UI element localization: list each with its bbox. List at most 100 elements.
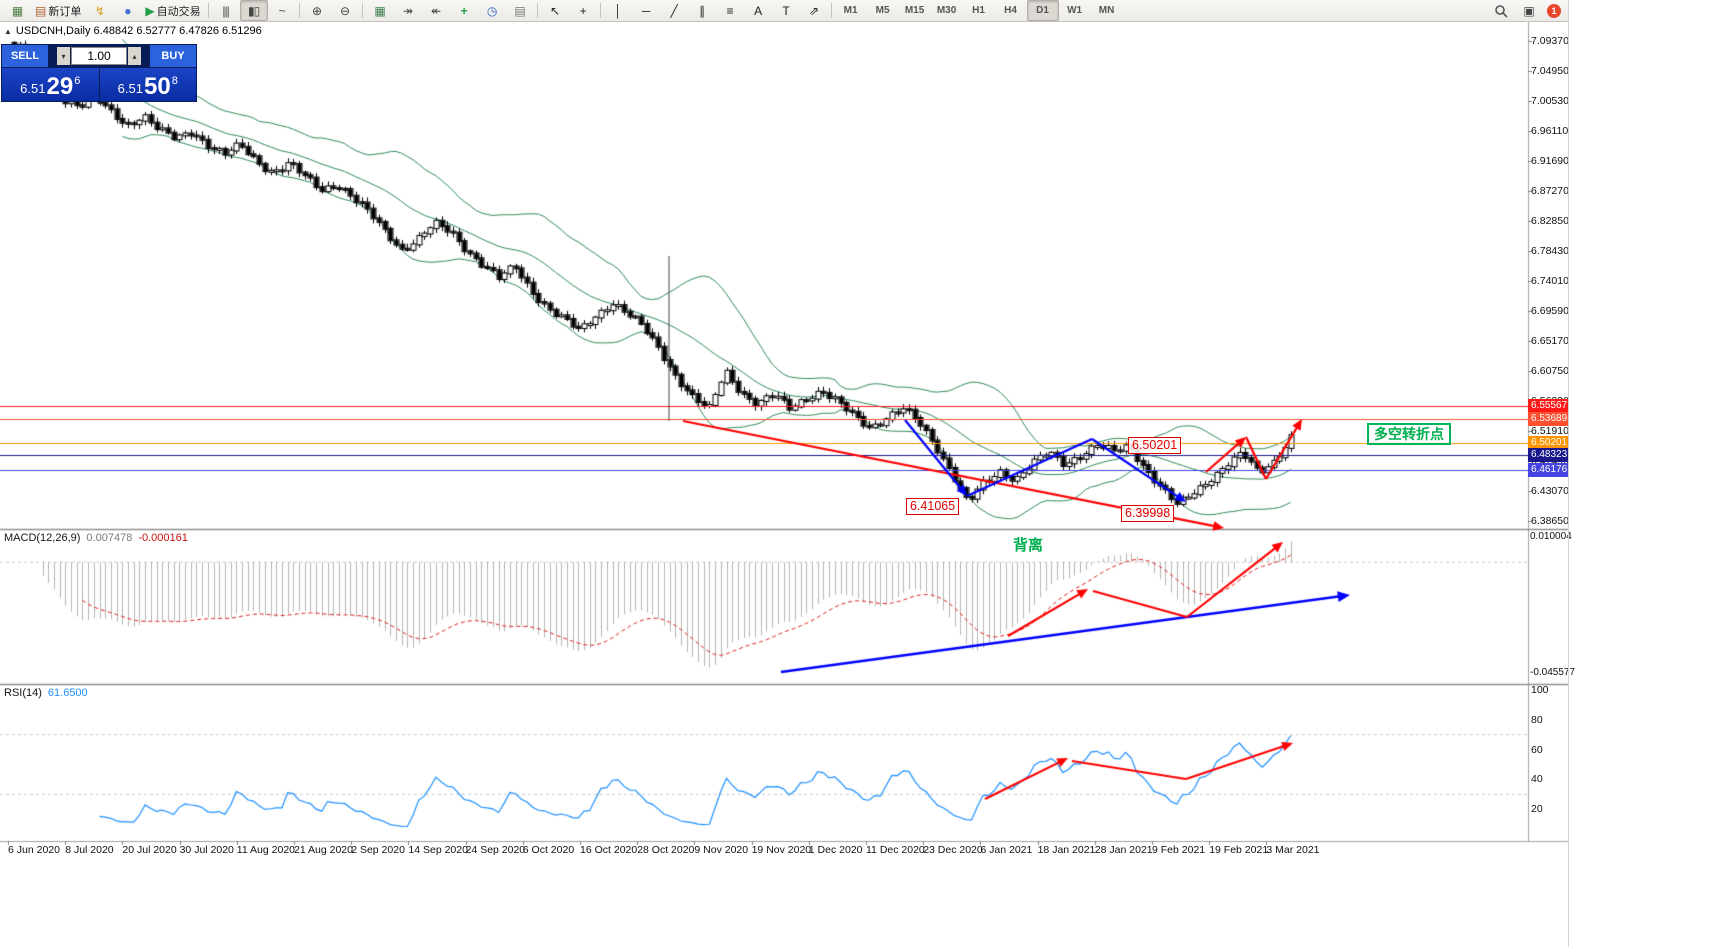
alerts-icon[interactable]: ↯ xyxy=(85,0,113,21)
trendline-button-glyph: ╱ xyxy=(670,3,677,18)
new-order-button[interactable]: ▤ 新订单 xyxy=(31,0,85,21)
timeframe-m15[interactable]: M15 xyxy=(904,5,925,16)
trade-panel-price-row: 6.51 29 6 6.51 50 8 xyxy=(2,68,196,101)
timeframe-d1[interactable]: D1 xyxy=(1026,0,1059,21)
price-axis-label: 6.43070 xyxy=(1531,485,1569,497)
rsi-name: RSI(14) xyxy=(4,687,42,699)
timeframe-m30[interactable]: M30 xyxy=(936,5,957,16)
crosshair-button[interactable]: + xyxy=(569,0,597,21)
date-axis-label: 23 Dec 2020 xyxy=(923,844,983,856)
macd-signal-value: -0.000161 xyxy=(138,532,188,544)
cursor-button[interactable]: ↖ xyxy=(541,0,569,21)
price-callout[interactable]: 6.41065 xyxy=(906,498,960,515)
timeframe-m5[interactable]: M5 xyxy=(875,5,890,16)
line-chart-button[interactable]: ~ xyxy=(268,0,296,21)
macd-axis-min: -0.045577 xyxy=(1530,667,1576,678)
symbol-ohlc-text: USDCNH,Daily 6.48842 6.52777 6.47826 6.5… xyxy=(15,25,262,37)
price-line-tag: 6.50201 xyxy=(1528,435,1568,450)
toolbar-button-group: ▦ ▤ 新订单 ↯ ● ▶ 自动交易 ||| ▮▯ ~ ⊕ ⊖ ▦ ↠ ↞ + ◷ ▤ ↖ + │ ─ ╱ ∥ ≡ A T ⇗ xyxy=(3,0,835,21)
buy-button[interactable]: BUY xyxy=(150,45,196,67)
ask-price[interactable]: 6.51 50 8 xyxy=(99,68,196,101)
date-axis-label: 6 Oct 2020 xyxy=(522,844,575,856)
price-axis-label: 6.82850 xyxy=(1531,215,1569,227)
price-axis-label: 6.87270 xyxy=(1531,185,1569,198)
price-callout[interactable]: 6.50201 xyxy=(1128,437,1182,454)
rsi-axis-label: 40 xyxy=(1531,773,1543,786)
autotrading-button-label: 自动交易 xyxy=(156,5,201,18)
price-axis-label: 6.74010 xyxy=(1531,275,1569,287)
macd-axis-max: 0.010004 xyxy=(1530,531,1572,542)
toolbar-separator xyxy=(207,3,209,18)
text-button[interactable]: A xyxy=(744,0,772,21)
date-axis-label: 6 Jan 2021 xyxy=(980,844,1033,856)
price-axis-label: 6.65170 xyxy=(1531,335,1569,347)
date-axis-label: 9 Feb 2021 xyxy=(1152,844,1206,856)
search-icon[interactable] xyxy=(1487,0,1515,21)
panel-separator-macd[interactable] xyxy=(0,527,1568,532)
timeframe-m1[interactable]: M1 xyxy=(843,5,858,16)
periods-button[interactable]: ◷ xyxy=(478,0,506,21)
ask-pipette: 8 xyxy=(171,75,178,87)
price-axis-label: 6.78430 xyxy=(1531,245,1569,257)
trendline-button[interactable]: ╱ xyxy=(660,0,688,21)
horizontal-line-button[interactable]: ─ xyxy=(632,0,660,21)
shapes-button[interactable]: ⇗ xyxy=(800,0,828,21)
timeframe-h1[interactable]: H1 xyxy=(972,5,985,16)
toolbar-right-group: ▣ 1 xyxy=(1487,0,1565,21)
timeframe-group: M1 M5 M15 M30 H1 H4 D1 W1 MN xyxy=(835,0,1123,21)
timeframe-mn[interactable]: MN xyxy=(1098,5,1115,16)
indicators-button[interactable]: + xyxy=(450,0,478,21)
zoom-in-button-glyph: ⊕ xyxy=(312,3,322,18)
volume-increment-button[interactable]: ▴ xyxy=(128,47,141,65)
auto-scroll-button[interactable]: ↠ xyxy=(394,0,422,21)
fibonacci-button-glyph: ≡ xyxy=(726,3,734,18)
price-line-tag: 6.46176 xyxy=(1528,462,1568,477)
zoom-in-button[interactable]: ⊕ xyxy=(303,0,331,21)
crosshair-button-glyph: + xyxy=(579,3,587,18)
date-axis-label: 19 Nov 2020 xyxy=(751,844,812,856)
volume-input[interactable] xyxy=(71,47,127,65)
sell-button[interactable]: SELL xyxy=(2,45,48,67)
line-chart-button-glyph: ~ xyxy=(278,3,286,18)
price-axis-label: 6.60750 xyxy=(1531,365,1569,377)
new-chart-button[interactable]: ▦ xyxy=(3,0,31,21)
panel-separator-rsi[interactable] xyxy=(0,682,1568,687)
tile-windows-button-glyph: ▦ xyxy=(374,3,385,18)
date-axis-label: 11 Dec 2020 xyxy=(866,844,925,856)
candles-chart-button[interactable]: ▮▯ xyxy=(239,0,268,21)
timeframe-w1[interactable]: W1 xyxy=(1067,5,1083,16)
cursor-button-glyph: ↖ xyxy=(550,3,560,18)
new-chart-button-glyph: ▦ xyxy=(11,3,23,18)
price-callout[interactable]: 6.39998 xyxy=(1121,505,1175,522)
chart-shift-button[interactable]: ↞ xyxy=(422,0,450,21)
label-button[interactable]: T xyxy=(772,0,800,21)
date-axis-label: 2 Sep 2020 xyxy=(351,844,405,856)
templates-button[interactable]: ▤ xyxy=(506,0,534,21)
volume-decrement-button[interactable]: ▾ xyxy=(57,47,70,65)
fibonacci-button[interactable]: ≡ xyxy=(716,0,744,21)
date-axis-label: 19 Feb 2021 xyxy=(1209,844,1269,856)
price-line-tag: 6.53689 xyxy=(1528,411,1568,426)
notification-badge[interactable]: 1 xyxy=(1547,3,1561,18)
bid-price[interactable]: 6.51 29 6 xyxy=(2,68,99,101)
price-line-tag: 6.55567 xyxy=(1528,399,1568,414)
chart-note[interactable]: 多空转折点 xyxy=(1367,423,1451,445)
macd-name: MACD(12,26,9) xyxy=(4,532,81,544)
bars-chart-button[interactable]: ||| xyxy=(212,0,240,21)
autotrading-button[interactable]: ▶ 自动交易 xyxy=(141,0,204,21)
tile-windows-button[interactable]: ▦ xyxy=(366,0,394,21)
date-axis-label: 20 Jul 2020 xyxy=(122,844,177,856)
community-icon[interactable]: ● xyxy=(113,0,141,21)
alerts-icon-glyph: ↯ xyxy=(94,3,105,18)
price-axis-label: 6.91690 xyxy=(1531,155,1569,168)
channel-button[interactable]: ∥ xyxy=(688,0,716,21)
chart-note[interactable]: 背离 xyxy=(1013,537,1044,554)
zoom-out-button[interactable]: ⊖ xyxy=(331,0,359,21)
new-window-icon[interactable]: ▣ xyxy=(1523,3,1535,18)
timeframe-h4[interactable]: H4 xyxy=(1004,5,1017,16)
templates-button-glyph: ▤ xyxy=(514,3,525,18)
collapse-panel-icon[interactable]: ▲ xyxy=(4,27,12,36)
vertical-line-button[interactable]: │ xyxy=(604,0,632,21)
bid-pipette: 6 xyxy=(74,75,81,87)
